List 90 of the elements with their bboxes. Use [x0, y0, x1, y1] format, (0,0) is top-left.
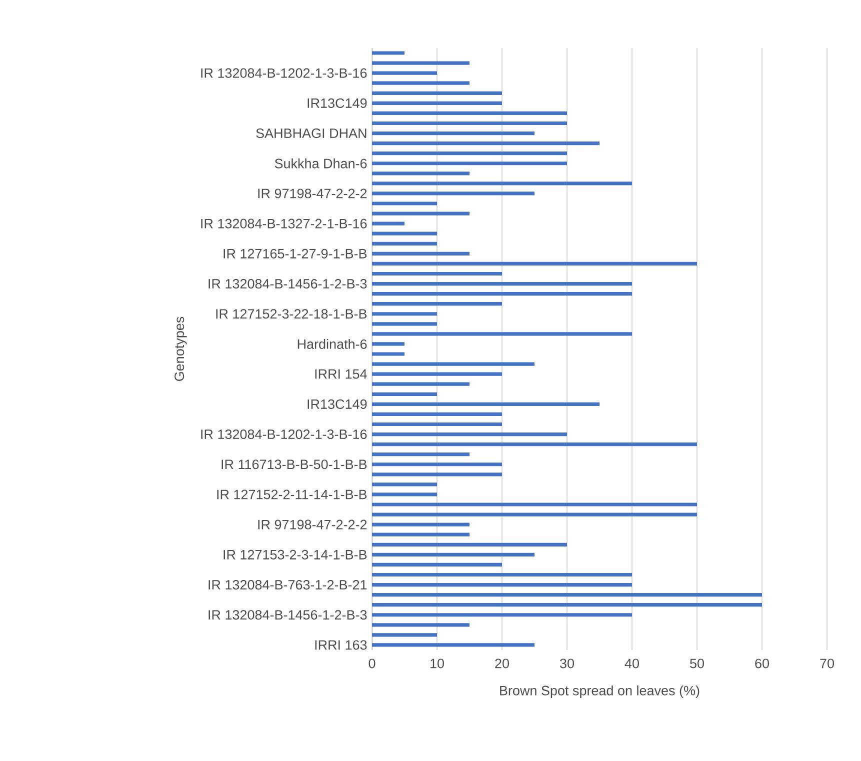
bar [372, 352, 405, 356]
x-tick-label: 20 [495, 658, 509, 668]
bar [372, 532, 470, 536]
bar [372, 101, 502, 105]
bar [372, 432, 568, 436]
bar [372, 572, 632, 577]
bar [372, 502, 698, 506]
bar [372, 182, 632, 186]
bar [372, 61, 470, 65]
x-tick-label: 10 [430, 658, 444, 668]
y-tick-label: IR13C149 [308, 399, 367, 409]
bar [372, 422, 502, 426]
bar [372, 472, 502, 476]
bar [372, 302, 502, 306]
x-axis-title: Brown Spot spread on leaves (%) [500, 685, 700, 698]
bar [372, 402, 600, 406]
y-tick-label: IR 132084-B-1327-2-1-B-16 [201, 218, 367, 228]
y-tick-label: IRRI 163 [315, 640, 367, 650]
y-tick-label: IR 127153-2-3-14-1-B-B [224, 550, 367, 560]
bar [372, 81, 470, 85]
bar [372, 131, 535, 136]
y-tick-label: IR 127152-3-22-18-1-B-B [216, 309, 367, 319]
y-tick-label: IRRI 154 [315, 369, 367, 379]
y-tick-label: IR 116713-B-B-50-1-B-B [222, 460, 367, 470]
y-tick-label: IR 132084-B-1456-1-2-B-3 [208, 279, 367, 289]
bar [372, 362, 535, 366]
bar [372, 51, 405, 55]
bar [372, 452, 470, 456]
bar [372, 212, 470, 216]
bar [372, 643, 535, 647]
y-tick-label: IR 127165-1-27-9-1-B-B [224, 248, 367, 258]
bar [372, 442, 698, 446]
bar [372, 492, 438, 496]
bar [372, 593, 762, 597]
bar [372, 372, 502, 376]
y-tick-label: IR 132084-B-1202-1-3-B-16 [201, 430, 367, 440]
y-tick-label: IR 132084-B-1202-1-3-B-16 [201, 68, 367, 78]
x-tick-label: 40 [624, 658, 639, 668]
x-tick-label: 0 [368, 658, 376, 668]
bar [372, 312, 438, 316]
y-axis-title: Genotypes [174, 316, 187, 381]
bar [372, 623, 470, 627]
bar [372, 342, 405, 346]
bar [372, 332, 632, 336]
bar [372, 582, 632, 587]
bar [372, 202, 438, 206]
bar [372, 522, 470, 526]
x-tick-label: 50 [690, 658, 704, 668]
bar [372, 462, 502, 466]
bar [372, 292, 632, 296]
bar [372, 552, 535, 556]
x-tick-label: 60 [755, 658, 769, 668]
bar [372, 282, 632, 286]
y-tick-label: Sukkha Dhan-6 [274, 158, 367, 168]
bar [372, 512, 698, 516]
y-tick-label: SAHBHAGI DHAN [256, 128, 366, 138]
bar [372, 172, 470, 176]
bar [372, 633, 438, 637]
bar [372, 222, 405, 226]
bar [372, 562, 502, 567]
x-tick-label: 70 [820, 658, 834, 668]
bar [372, 232, 438, 236]
bar [372, 603, 762, 607]
bar [372, 192, 535, 196]
bar [372, 71, 438, 75]
bar [372, 613, 632, 617]
bar [372, 142, 600, 146]
bar [372, 322, 438, 326]
bar [372, 272, 502, 276]
bar [372, 162, 568, 166]
y-tick-label: IR 132084-B-1456-1-2-B-3 [208, 610, 367, 620]
y-tick-label: Hardinath-6 [298, 339, 367, 349]
bar [372, 91, 502, 95]
bar [372, 252, 470, 256]
y-tick-label: IR 127152-2-11-14-1-B-B [217, 490, 367, 500]
bar [372, 121, 568, 126]
bar [372, 382, 470, 386]
bar [372, 542, 568, 546]
y-tick-label: IR 132084-B-763-1-2-B-21 [208, 580, 367, 590]
y-tick-label: IR 97198-47-2-2-2 [258, 188, 367, 198]
bar [372, 152, 568, 156]
x-tick-label: 30 [560, 658, 574, 668]
y-tick-label: IR 97198-47-2-2-2 [258, 520, 367, 530]
bar [372, 242, 438, 246]
y-tick-label: IR13C149 [308, 98, 367, 108]
bar [372, 111, 568, 116]
bar [372, 392, 438, 396]
bar [372, 262, 698, 266]
bar [372, 482, 438, 486]
bar [372, 412, 502, 416]
